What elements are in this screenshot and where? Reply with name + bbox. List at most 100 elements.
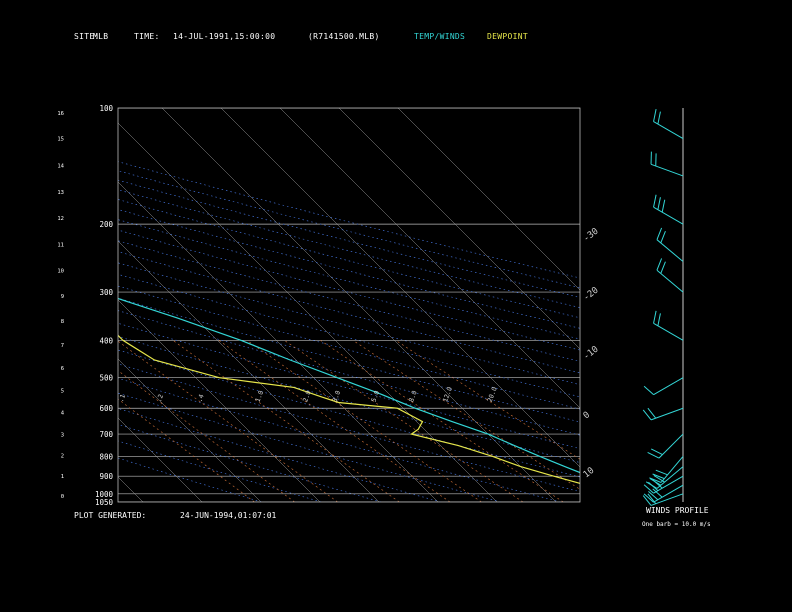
wind-barb-flag: [649, 477, 662, 483]
wind-barb-staff: [653, 121, 684, 139]
mixing-ratio-line: [118, 370, 295, 502]
wind-barb-flag: [650, 448, 663, 456]
mixing-ratio-line: [320, 340, 564, 502]
dry-adiabat: [118, 363, 580, 492]
height-tick-label: 3: [61, 432, 64, 438]
mixing-ratio-line: [172, 340, 400, 502]
mixing-ratio-label: .2: [155, 393, 165, 403]
wind-barb-flag: [649, 478, 662, 486]
wind-barb-flag: [655, 469, 668, 476]
wind-barb-flag: [656, 227, 663, 240]
mixing-ratio-label: 5.0: [370, 389, 382, 403]
pressure-tick-label: 800: [99, 452, 113, 461]
isotherm-line: [220, 108, 580, 468]
dry-adiabat: [118, 219, 580, 340]
time-value: 14-JUL-1991,15:00:00: [173, 32, 276, 41]
dry-adiabat: [118, 336, 580, 463]
wind-barb: [643, 377, 684, 396]
wind-barb: [643, 484, 684, 503]
height-tick-label: 10: [57, 269, 64, 275]
dry-adiabat: [118, 209, 580, 329]
dry-adiabat: [118, 229, 580, 351]
height-tick-label: 16: [57, 111, 64, 117]
height-tick-label: 5: [61, 389, 64, 395]
mixing-ratio-label: 3.0: [331, 389, 343, 403]
isotherm-label-right: -30: [582, 226, 601, 244]
mixing-ratio-label: 1.0: [254, 389, 266, 403]
dry-adiabat: [118, 285, 580, 410]
wind-barb-flag: [643, 484, 654, 494]
pressure-tick-label: 700: [99, 430, 113, 439]
wind-barb-flag: [653, 310, 657, 324]
wind-barb-flag: [657, 111, 661, 125]
mixing-ratio-line: [284, 340, 524, 502]
dry-adiabat: [118, 424, 382, 502]
isotherm-label-right: 0: [582, 410, 592, 421]
wind-barb-staff: [660, 456, 684, 483]
dewpoint-profile-line: [118, 334, 580, 485]
dry-adiabat: [118, 199, 580, 319]
wind-barb-staff: [656, 466, 684, 489]
wind-barb-flag: [661, 199, 666, 213]
mixing-ratio-line: [352, 340, 580, 490]
wind-barb-flag: [643, 493, 654, 503]
isotherm-line: [118, 122, 498, 502]
dry-adiabat: [118, 322, 580, 449]
mixing-ratio-label: 12.0: [441, 386, 454, 404]
height-tick-label: 14: [57, 164, 64, 170]
wind-barb-staff: [656, 269, 684, 293]
dry-adiabat: [118, 440, 322, 502]
dry-adiabat: [118, 179, 580, 298]
isotherm-line: [118, 181, 439, 502]
grid-layer: [0, 108, 580, 502]
isotherm-line: [118, 476, 144, 502]
pressure-tick-label: 500: [99, 374, 113, 383]
wind-barb-staff: [650, 407, 684, 421]
wind-barb-staff: [653, 484, 684, 503]
wind-barb-flag: [652, 488, 663, 498]
height-tick-label: 4: [61, 411, 65, 417]
dry-adiabat: [118, 297, 580, 423]
isotherm-line: [118, 358, 262, 502]
isotherm-line: [279, 108, 580, 409]
isotherm-line: [0, 108, 25, 502]
wind-barb-flag: [647, 451, 660, 459]
data-layer: [118, 297, 580, 485]
height-tick-label: 0: [61, 494, 64, 500]
mixing-ratio-line: [118, 398, 255, 502]
wind-barb: [642, 407, 684, 421]
mixing-ratio-label: .1: [117, 393, 127, 403]
wind-barb-flag: [645, 481, 658, 489]
isotherm-line: [118, 240, 380, 502]
mixing-ratio-line: [118, 340, 338, 502]
winds-layer: [642, 108, 684, 506]
isotherm-line: [118, 417, 203, 502]
mixing-ratio-label: 20.0: [486, 386, 499, 404]
mixing-ratio-line: [218, 340, 451, 502]
temperature-profile-line: [118, 297, 580, 474]
isotherm-label-right: -20: [582, 285, 601, 303]
isotherm-label-right: 10: [582, 466, 597, 481]
wind-barb: [650, 151, 684, 177]
wind-barb-staff: [650, 493, 684, 506]
pressure-tick-label: 300: [99, 288, 113, 297]
isotherm-line: [0, 108, 84, 502]
legend-temp-winds: TEMP/WINDS: [414, 32, 466, 41]
time-label: TIME:: [134, 32, 160, 41]
wind-barb: [645, 466, 684, 489]
wind-barb-staff: [653, 206, 684, 225]
wind-barb: [647, 433, 684, 459]
wind-barb-staff: [656, 239, 684, 262]
dry-adiabat: [118, 251, 580, 374]
height-tick-label: 8: [61, 319, 64, 325]
wind-barb-flag: [647, 407, 657, 419]
winds-profile-title: WINDS PROFILE: [646, 506, 709, 515]
mixing-ratio-line: [246, 340, 482, 502]
mixing-ratio-label: .4: [196, 393, 206, 403]
isotherm-line: [161, 108, 557, 502]
dry-adiabat: [118, 170, 580, 288]
height-tick-label: 15: [57, 137, 64, 143]
pressure-tick-label: 200: [99, 220, 113, 229]
wind-barb: [653, 194, 684, 225]
